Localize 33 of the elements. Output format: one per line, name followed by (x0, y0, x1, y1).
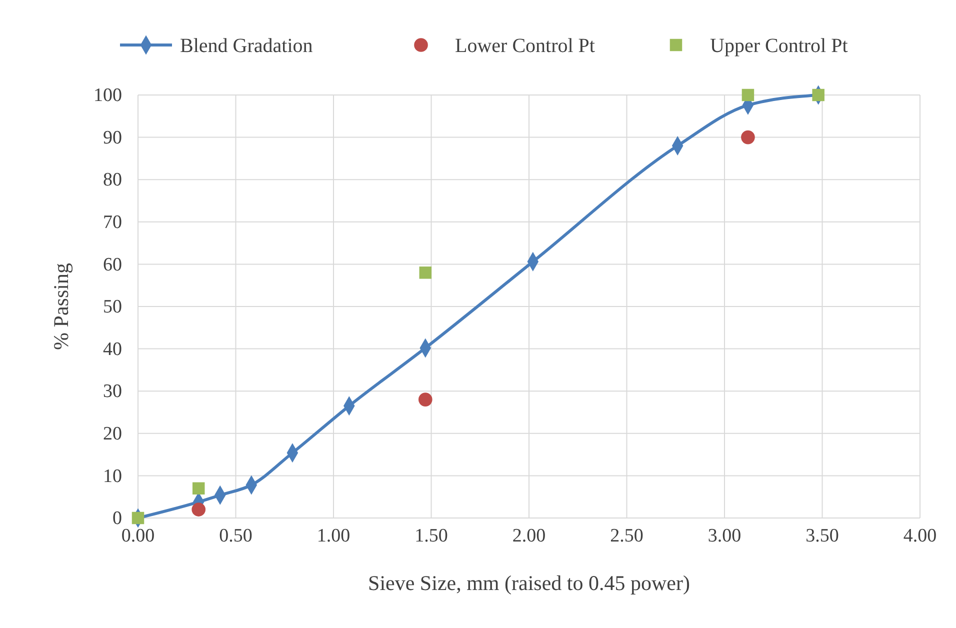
legend-label: Upper Control Pt (710, 35, 848, 57)
x-tick-label: 1.50 (414, 525, 448, 546)
x-tick-label: 2.50 (610, 525, 644, 546)
point (192, 502, 206, 516)
x-tick-label: 1.00 (316, 525, 350, 546)
x-tick-label: 4.00 (903, 525, 937, 546)
point (419, 266, 432, 279)
x-tick-label: 3.50 (806, 525, 839, 546)
y-tick-label: 20 (103, 423, 122, 444)
legend-label: Lower Control Pt (455, 35, 596, 57)
y-tick-label: 90 (103, 127, 122, 148)
y-tick-label: 50 (103, 296, 122, 318)
point (192, 482, 205, 495)
point (418, 392, 432, 406)
y-tick-label: 100 (94, 85, 122, 106)
x-tick-label: 3.00 (708, 525, 742, 546)
x-tick-label: 0.00 (121, 525, 155, 546)
x-axis-title: Sieve Size, mm (raised to 0.45 power) (368, 571, 690, 595)
point (812, 88, 824, 102)
point (742, 88, 754, 102)
y-axis-title: % Passing (49, 262, 73, 350)
x-tick-label: 0.50 (219, 525, 252, 546)
y-tick-label: 40 (103, 338, 122, 360)
y-tick-label: 70 (103, 212, 122, 233)
y-tick-label: 60 (103, 254, 122, 276)
y-tick-label: 80 (103, 170, 122, 191)
y-tick-label: 10 (103, 466, 122, 487)
x-tick-label: 2.00 (512, 525, 546, 546)
y-tick-label: 0 (112, 508, 122, 530)
point (132, 512, 144, 524)
y-tick-label: 30 (103, 381, 122, 402)
legend-label: Blend Gradation (180, 35, 313, 57)
point (741, 130, 755, 144)
